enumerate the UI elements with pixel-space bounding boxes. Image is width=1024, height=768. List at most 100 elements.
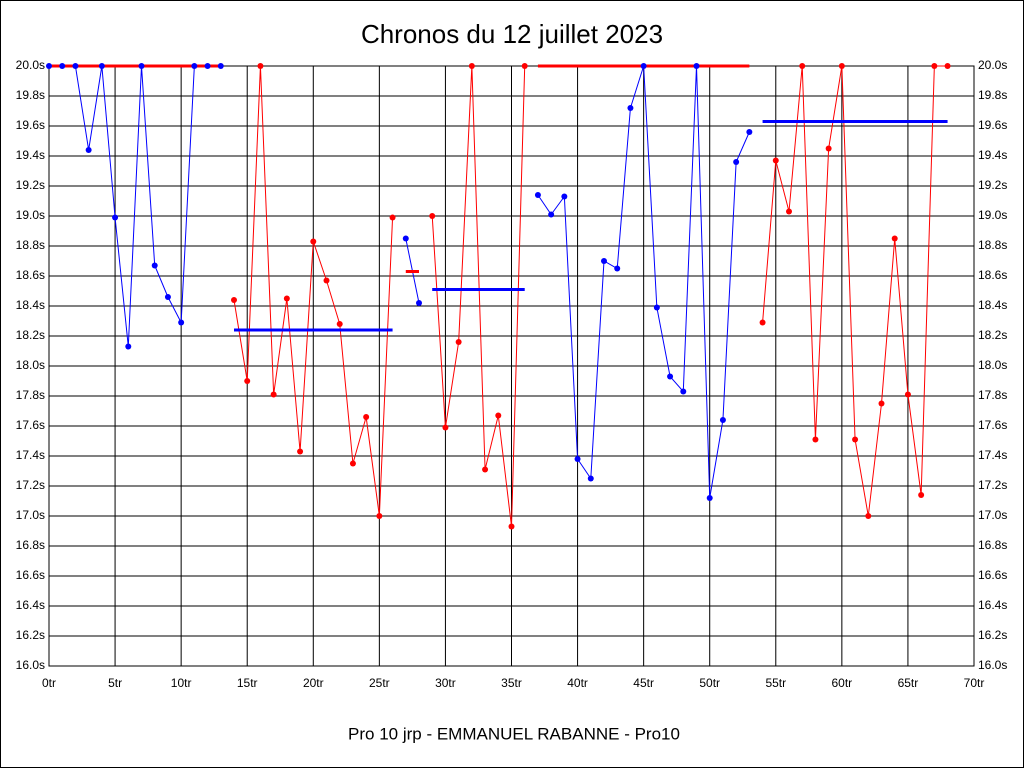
y-tick-label: 18.6s bbox=[16, 268, 45, 282]
point bbox=[786, 208, 792, 215]
point bbox=[349, 460, 356, 467]
x-tick-label: 25tr bbox=[369, 676, 390, 690]
y-tick-label: 18.2s bbox=[16, 328, 45, 342]
y2-tick-label: 16.2s bbox=[978, 628, 1007, 642]
x-tick-label: 10tr bbox=[171, 676, 192, 690]
y2-tick-label: 20.0s bbox=[978, 58, 1007, 72]
point bbox=[495, 412, 502, 419]
point bbox=[363, 414, 370, 420]
point bbox=[534, 192, 541, 198]
point bbox=[59, 63, 66, 69]
y-tick-label: 17.4s bbox=[16, 448, 45, 462]
point bbox=[455, 339, 462, 345]
point bbox=[191, 63, 198, 69]
point bbox=[865, 513, 872, 519]
y2-tick-label: 19.4s bbox=[978, 148, 1007, 162]
y2-tick-label: 17.2s bbox=[978, 478, 1007, 492]
point bbox=[46, 63, 52, 69]
x-tick-label: 40tr bbox=[567, 676, 588, 690]
point bbox=[72, 63, 79, 69]
point bbox=[482, 466, 489, 473]
y2-tick-label: 17.4s bbox=[978, 448, 1007, 462]
y2-tick-label: 18.2s bbox=[978, 328, 1007, 342]
point bbox=[693, 63, 700, 69]
y2-tick-label: 18.6s bbox=[978, 268, 1007, 282]
point bbox=[640, 63, 647, 69]
y2-tick-label: 17.6s bbox=[978, 418, 1007, 432]
point bbox=[138, 63, 145, 69]
point bbox=[904, 391, 911, 398]
point bbox=[759, 319, 766, 326]
x-tick-label: 65tr bbox=[898, 676, 919, 690]
point bbox=[878, 400, 885, 407]
point bbox=[891, 235, 898, 242]
y-tick-label: 17.2s bbox=[16, 478, 45, 492]
point bbox=[376, 513, 383, 519]
point bbox=[323, 277, 330, 284]
y2-tick-label: 16.6s bbox=[978, 568, 1007, 582]
chart-title: Chronos du 12 juillet 2023 bbox=[361, 19, 663, 49]
point bbox=[231, 297, 237, 303]
point bbox=[125, 343, 132, 350]
x-tick-label: 55tr bbox=[765, 676, 786, 690]
y-tick-label: 19.2s bbox=[16, 178, 45, 192]
point bbox=[429, 213, 436, 219]
point bbox=[627, 105, 634, 111]
point bbox=[508, 523, 515, 530]
x-tick-label: 20tr bbox=[303, 676, 324, 690]
point bbox=[402, 235, 409, 242]
point bbox=[918, 492, 925, 498]
point bbox=[601, 258, 607, 264]
point bbox=[561, 193, 568, 200]
point bbox=[151, 262, 158, 269]
y2-tick-label: 19.0s bbox=[978, 208, 1007, 222]
point bbox=[838, 63, 845, 69]
point bbox=[944, 63, 951, 69]
point bbox=[336, 321, 343, 327]
point bbox=[706, 495, 713, 501]
point bbox=[733, 159, 740, 165]
x-tick-label: 45tr bbox=[633, 676, 654, 690]
y-tick-label: 17.8s bbox=[16, 388, 45, 402]
point bbox=[746, 129, 753, 135]
point bbox=[521, 63, 528, 69]
x-tick-label: 60tr bbox=[832, 676, 853, 690]
y-tick-label: 19.4s bbox=[16, 148, 45, 162]
x-tick-label: 0tr bbox=[42, 676, 56, 690]
y-tick-label: 16.4s bbox=[16, 598, 45, 612]
y-tick-label: 18.8s bbox=[16, 238, 45, 252]
point bbox=[244, 378, 251, 384]
x-tick-label: 50tr bbox=[699, 676, 720, 690]
point bbox=[680, 388, 687, 395]
y-tick-label: 19.6s bbox=[16, 118, 45, 132]
x-tick-label: 70tr bbox=[964, 676, 985, 690]
y-tick-label: 19.8s bbox=[16, 88, 45, 102]
y-tick-label: 20.0s bbox=[16, 58, 45, 72]
y-tick-label: 17.0s bbox=[16, 508, 45, 522]
point bbox=[283, 295, 290, 302]
y2-tick-label: 19.2s bbox=[978, 178, 1007, 192]
y-tick-label: 16.6s bbox=[16, 568, 45, 582]
y-tick-label: 19.0s bbox=[16, 208, 45, 222]
point bbox=[772, 157, 779, 164]
x-axis-label: Pro 10 jrp - EMMANUEL RABANNE - Pro10 bbox=[348, 724, 680, 743]
point bbox=[799, 63, 806, 69]
point bbox=[719, 417, 726, 423]
point bbox=[852, 436, 859, 443]
point bbox=[112, 214, 119, 221]
point bbox=[653, 304, 660, 311]
point bbox=[98, 63, 105, 69]
point bbox=[667, 373, 674, 380]
point bbox=[574, 456, 581, 462]
point bbox=[85, 147, 92, 153]
point bbox=[164, 294, 171, 300]
y-tick-label: 16.2s bbox=[16, 628, 45, 642]
y2-tick-label: 17.8s bbox=[978, 388, 1007, 402]
point bbox=[812, 436, 819, 443]
y2-tick-label: 18.8s bbox=[978, 238, 1007, 252]
point bbox=[931, 63, 938, 69]
y2-tick-label: 16.8s bbox=[978, 538, 1007, 552]
y2-tick-label: 19.8s bbox=[978, 88, 1007, 102]
